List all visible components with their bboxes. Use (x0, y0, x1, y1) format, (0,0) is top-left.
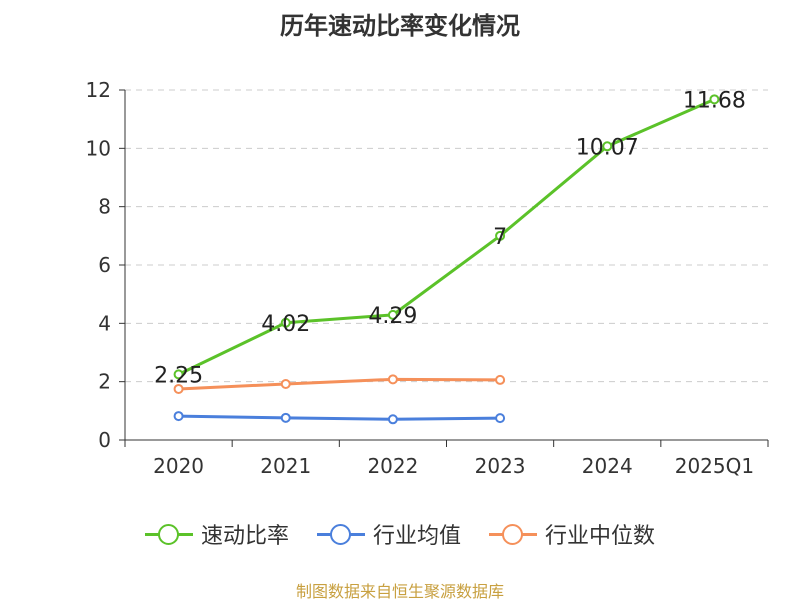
y-tick-label: 2 (98, 370, 111, 394)
legend: 速动比率 行业均值 行业中位数 (0, 518, 800, 550)
series-layer (173, 94, 720, 425)
data-label: 2.25 (154, 363, 203, 388)
data-point (387, 374, 398, 385)
legend-label: 行业中位数 (545, 524, 656, 549)
legend-marker-icon (316, 524, 365, 545)
data-point (495, 413, 506, 424)
data-point (280, 412, 291, 423)
chart-title: 历年速动比率变化情况 (280, 12, 520, 40)
series-line-2 (178, 377, 501, 391)
y-tick-label: 6 (98, 253, 111, 277)
legend-marker-icon (489, 524, 537, 545)
data-label: 10.07 (576, 135, 639, 160)
data-point (495, 230, 506, 241)
x-tick-label: 2022 (367, 454, 418, 478)
data-point (495, 374, 506, 385)
data-point (173, 411, 184, 422)
legend-label: 行业均值 (372, 524, 461, 549)
x-tick-label: 2024 (582, 454, 633, 478)
legend-item[interactable]: 速动比率 (144, 518, 289, 550)
y-tick-label: 8 (98, 195, 111, 219)
x-tick-label: 2025Q1 (675, 454, 754, 478)
y-tick-label: 0 (98, 428, 111, 452)
axis-layer: 0 2 4 6 8 10 12 2020 2021 2022 2023 2024 2025Q1 (86, 78, 769, 478)
grid-layer (125, 89, 768, 383)
data-label: 4.29 (368, 304, 417, 329)
data-point (709, 94, 720, 105)
series-line-0 (177, 97, 716, 376)
data-label-layer: 2.25 4.02 4.29 7 10.07 11.68 (154, 88, 746, 388)
data-label: 11.68 (683, 88, 746, 113)
legend-item[interactable]: 行业均值 (316, 518, 461, 550)
series-line-1 (178, 414, 501, 421)
legend-label: 速动比率 (200, 524, 289, 549)
source-note: 制图数据来自恒生聚源数据库 (295, 582, 504, 601)
data-point (280, 317, 291, 328)
data-label: 7 (493, 225, 507, 250)
legend-marker-icon (144, 524, 193, 545)
legend-item[interactable]: 行业中位数 (489, 518, 655, 550)
data-label: 4.02 (261, 312, 310, 337)
data-point (173, 383, 184, 394)
y-tick-label: 4 (98, 311, 111, 335)
data-point (602, 141, 613, 152)
x-tick-label: 2023 (475, 454, 526, 478)
y-tick-label: 12 (86, 78, 111, 102)
data-point (387, 309, 398, 320)
data-point (280, 379, 291, 389)
data-point (173, 369, 184, 380)
x-tick-label: 2020 (153, 454, 204, 478)
data-point (387, 414, 398, 425)
x-tick-label: 2021 (260, 454, 311, 478)
y-tick-label: 10 (86, 136, 111, 160)
